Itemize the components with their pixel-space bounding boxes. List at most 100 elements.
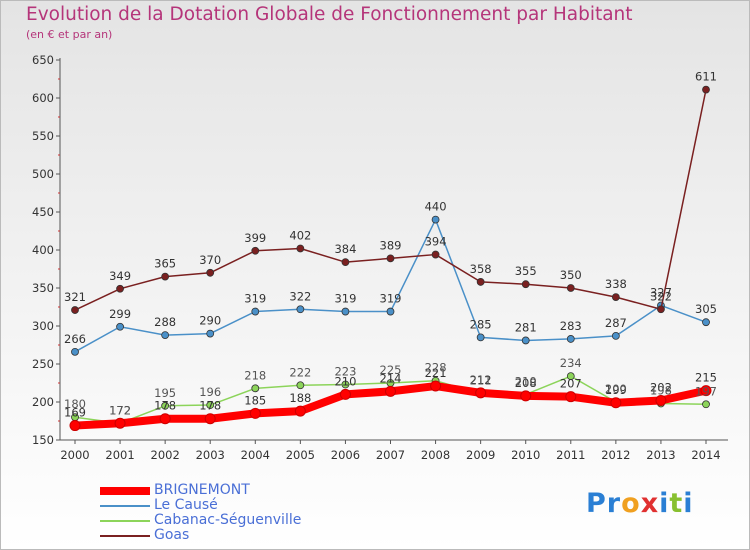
data-label: 322 <box>650 289 672 303</box>
data-point <box>251 384 260 393</box>
data-label: 185 <box>244 393 266 407</box>
data-point <box>114 417 126 429</box>
legend-label: BRIGNEMONT <box>154 482 250 498</box>
data-point <box>431 250 440 259</box>
data-label: 197 <box>695 384 717 398</box>
y-tick-label: 450 <box>32 205 54 219</box>
data-point <box>251 246 260 255</box>
series-brignemont <box>69 380 712 432</box>
y-tick-label: 550 <box>32 129 54 143</box>
data-label: 285 <box>470 317 492 331</box>
data-label: 394 <box>425 235 447 249</box>
data-label: 338 <box>605 277 627 291</box>
y-tick-label: 300 <box>32 319 54 333</box>
data-point <box>341 380 350 389</box>
series-layer <box>69 85 712 432</box>
x-tick-label: 2000 <box>60 448 89 462</box>
data-label: 319 <box>380 292 402 306</box>
data-label: 218 <box>244 368 266 382</box>
data-label: 188 <box>289 391 311 405</box>
data-point <box>71 347 79 356</box>
data-point <box>296 305 305 314</box>
data-label: 299 <box>109 307 131 321</box>
data-point <box>69 420 81 432</box>
legend-label: Cabanac-Séguenville <box>154 512 302 528</box>
data-label: 222 <box>289 365 311 379</box>
axes: 150 200 250 300 350 400 450 500 550 600 650 2000 200… <box>32 53 728 462</box>
data-point <box>655 394 667 406</box>
data-point <box>341 307 350 316</box>
data-point <box>476 278 485 286</box>
data-label: 210 <box>515 374 537 388</box>
data-point <box>700 385 712 397</box>
data-label: 215 <box>695 371 717 385</box>
data-point <box>702 318 710 327</box>
data-label: 225 <box>380 363 402 377</box>
data-point <box>159 413 171 425</box>
data-point <box>702 85 710 94</box>
legend-swatch <box>100 487 150 495</box>
data-point <box>341 258 350 267</box>
logo-letter: o <box>621 488 641 519</box>
x-tick-label: 2001 <box>105 448 134 462</box>
legend-label: Goas <box>154 527 190 543</box>
data-point <box>475 387 487 399</box>
y-tick-label: 250 <box>32 357 54 371</box>
data-point <box>249 407 261 419</box>
data-point <box>161 331 170 340</box>
y-tick-label: 650 <box>32 53 54 67</box>
x-tick-label: 2006 <box>331 448 360 462</box>
data-point <box>339 388 351 400</box>
data-label: 384 <box>334 242 356 256</box>
logo-letter: P <box>586 488 607 519</box>
data-label: 389 <box>380 238 402 252</box>
data-label: 223 <box>334 365 356 379</box>
x-tick-label: 2003 <box>196 448 225 462</box>
data-point <box>296 244 305 253</box>
data-point <box>161 401 170 410</box>
data-label: 266 <box>64 332 86 346</box>
data-label: 319 <box>244 292 266 306</box>
data-point <box>116 322 124 331</box>
data-label: 195 <box>154 386 176 400</box>
data-label: 214 <box>380 371 402 385</box>
data-label: 290 <box>199 314 221 328</box>
data-label: 370 <box>199 253 221 267</box>
data-label: 169 <box>64 406 86 420</box>
data-label: 358 <box>470 262 492 276</box>
x-tick-label: 2013 <box>646 448 675 462</box>
data-label: 365 <box>154 257 176 271</box>
logo-letter: x <box>640 488 660 519</box>
data-label: 355 <box>515 264 537 278</box>
data-label: 198 <box>650 384 672 398</box>
data-point <box>294 405 306 417</box>
data-label: 200 <box>605 382 627 396</box>
data-label: 283 <box>560 319 582 333</box>
logo-letter: i <box>659 488 670 519</box>
data-point <box>296 381 305 390</box>
data-label: 228 <box>425 361 447 375</box>
data-label: 202 <box>650 380 672 394</box>
legend-label: Le Causé <box>154 497 218 513</box>
x-tick-label: 2002 <box>151 448 180 462</box>
data-point <box>386 254 395 263</box>
logo-letter: t <box>669 488 684 519</box>
chart-title: Evolution de la Dotation Globale de Fonc… <box>26 4 633 25</box>
data-label: 611 <box>695 70 717 84</box>
x-tick-label: 2008 <box>421 448 450 462</box>
data-point <box>611 331 620 340</box>
y-tick-label: 600 <box>32 91 54 105</box>
y-tick-label: 500 <box>32 167 54 181</box>
data-label: 210 <box>334 374 356 388</box>
data-point <box>116 284 124 293</box>
x-tick-label: 2004 <box>241 448 270 462</box>
data-label: 321 <box>64 290 86 304</box>
data-point <box>430 380 442 392</box>
data-point <box>206 329 215 338</box>
data-label: 350 <box>560 268 582 282</box>
data-point <box>431 215 440 224</box>
data-point <box>385 385 396 397</box>
x-tick-label: 2011 <box>556 448 585 462</box>
data-label: 327 <box>650 285 672 299</box>
